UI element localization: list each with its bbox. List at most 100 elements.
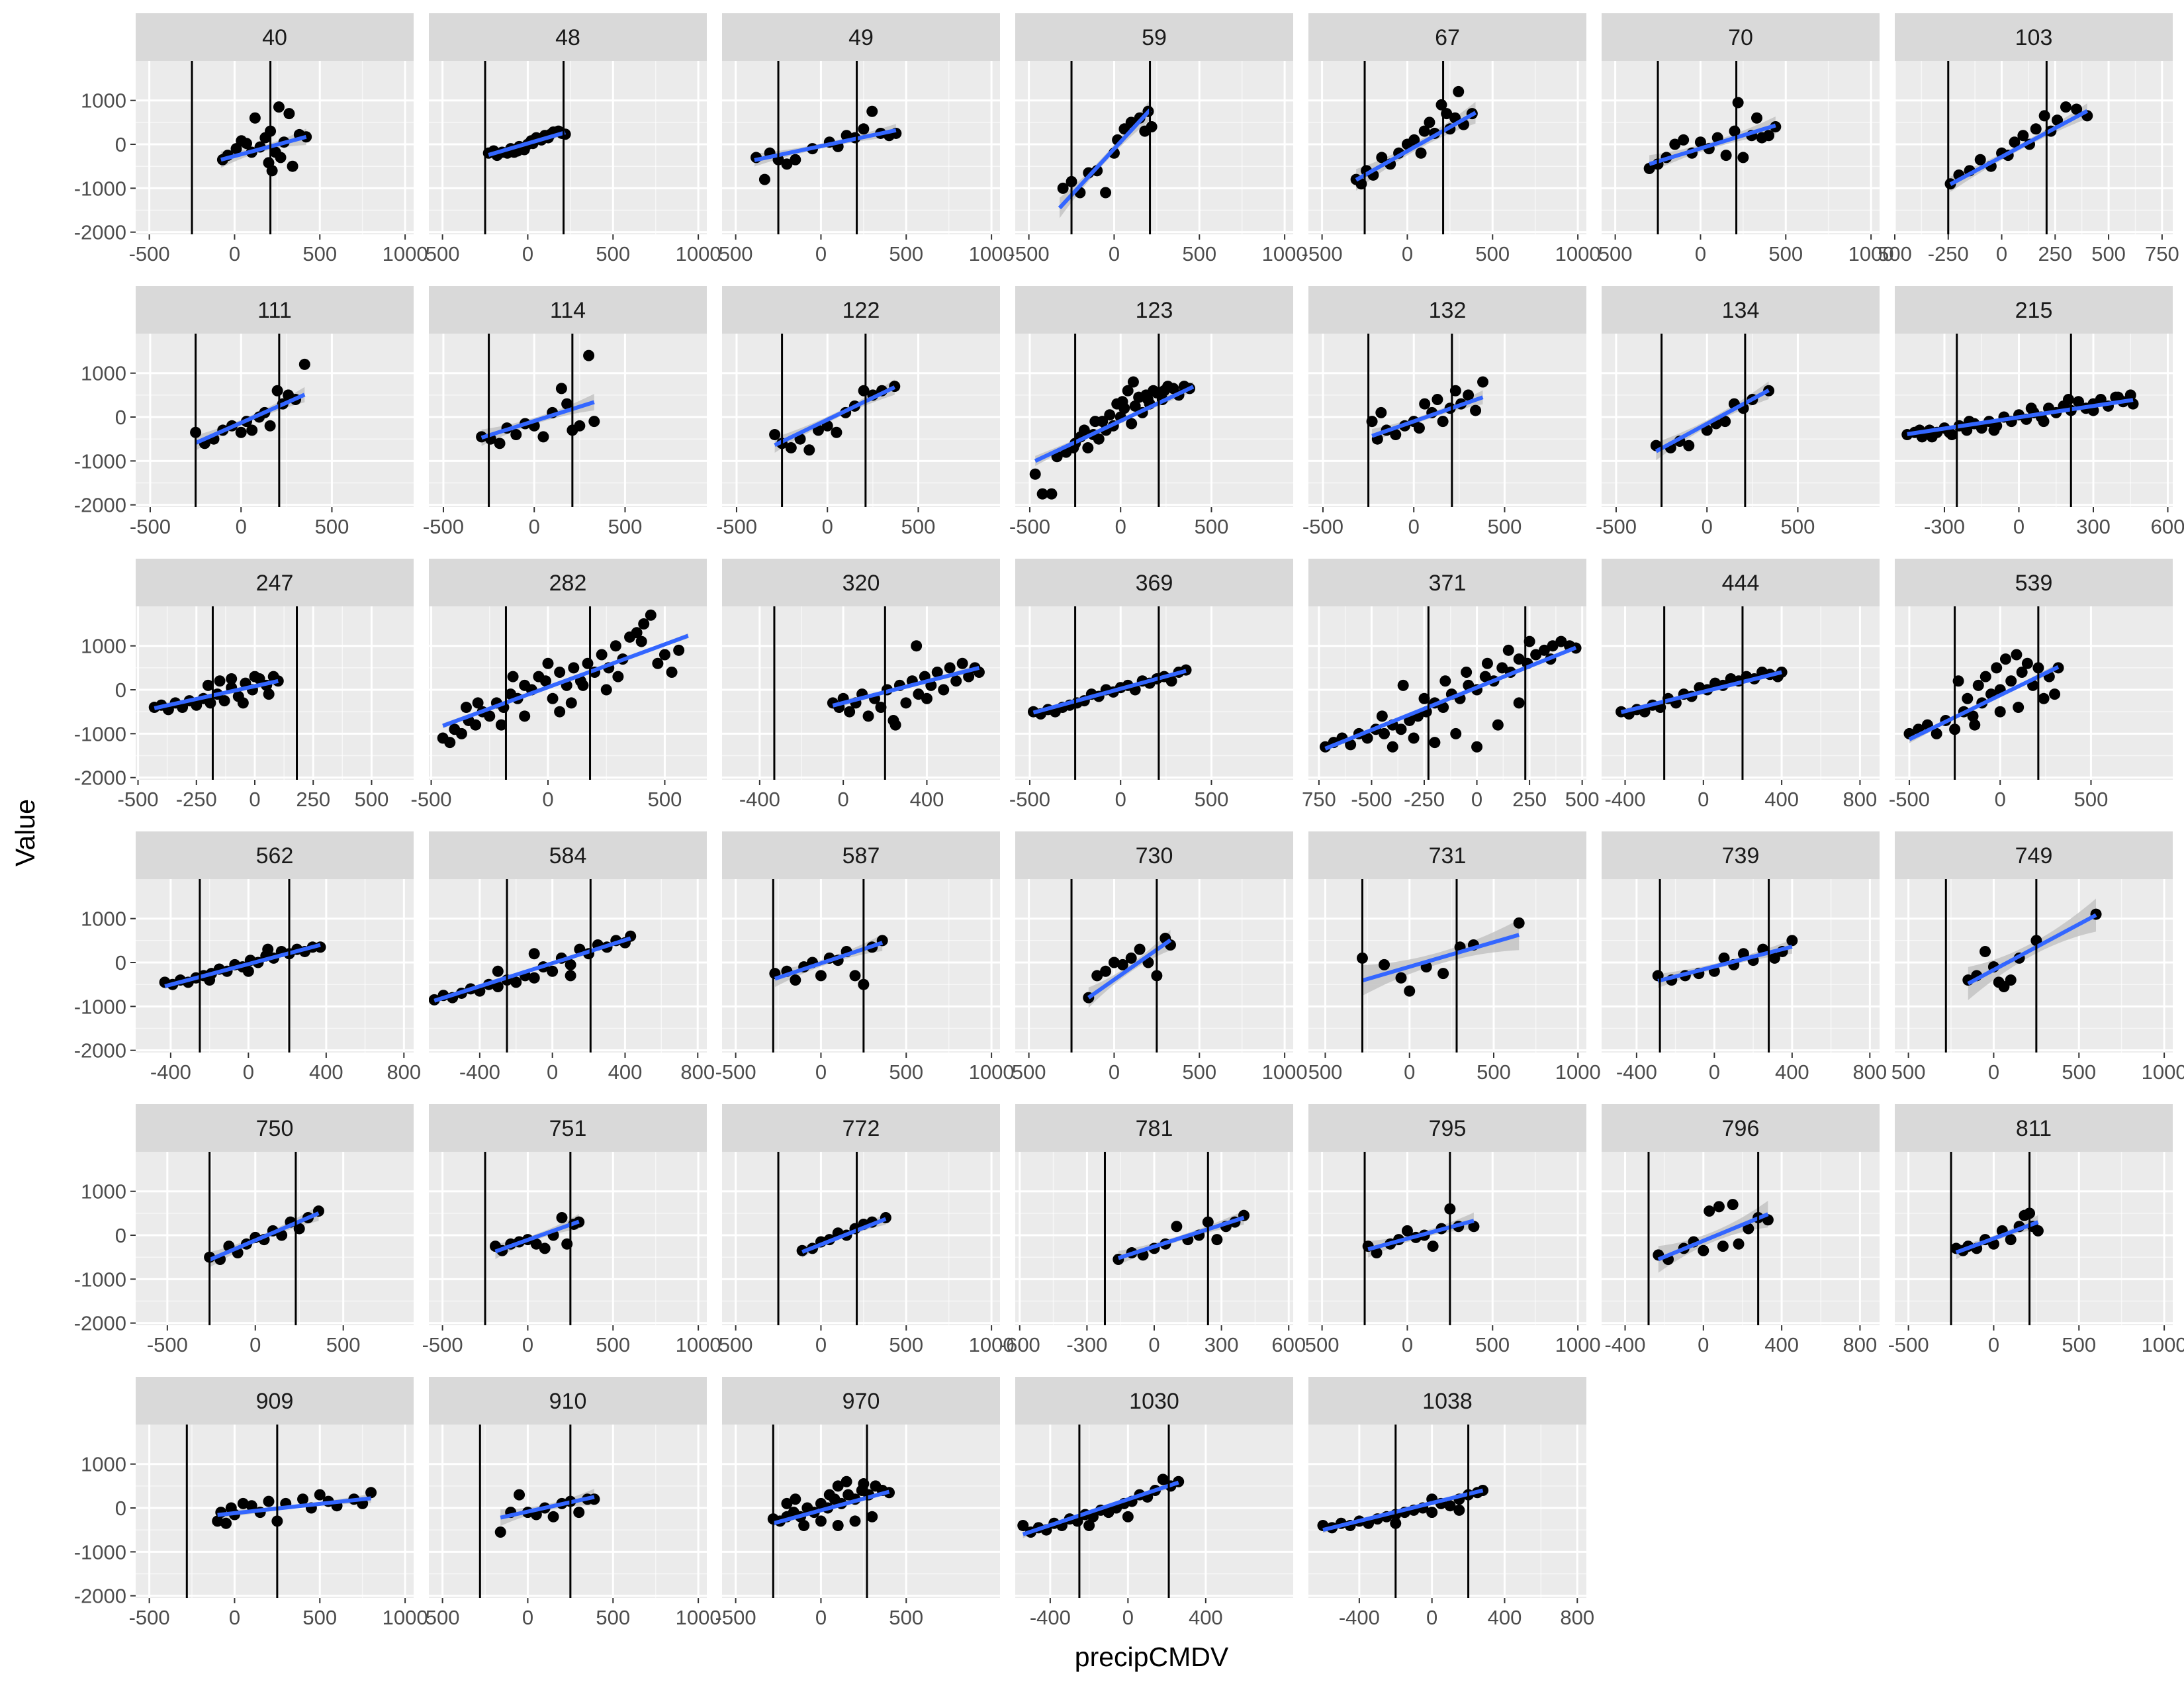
- data-point: [1116, 396, 1128, 408]
- facet-panel-103: 103 500 -250 0 250 500 750: [1878, 13, 2179, 265]
- x-tick-label: 300: [2076, 515, 2111, 538]
- facet-panel-909: 909 -500 0 500 1000: [129, 1377, 428, 1629]
- data-point: [944, 662, 956, 674]
- data-point: [866, 1511, 878, 1523]
- facet-strip: [722, 559, 1000, 606]
- data-point: [263, 688, 275, 700]
- data-point: [1078, 424, 1090, 436]
- x-tick-label: 500: [889, 1606, 923, 1629]
- regression-line: [772, 1489, 890, 1526]
- data-point: [1643, 163, 1655, 175]
- x-tick-label: -500: [411, 788, 452, 811]
- data-point: [528, 972, 540, 984]
- panel-contents: [1015, 606, 1293, 780]
- regression-line: [1967, 913, 2097, 986]
- x-tick-label: 400: [910, 788, 944, 811]
- facet-panel-320: 320 -400 0 400: [722, 559, 1000, 811]
- facet-panel-562: 562 -400 0 400 800: [136, 831, 421, 1084]
- facet-strip: [136, 286, 414, 334]
- x-tick-label: 0: [1115, 788, 1126, 811]
- data-point: [249, 112, 261, 124]
- data-point: [1513, 697, 1525, 709]
- data-point: [1450, 727, 1462, 739]
- panel-background: [136, 1152, 414, 1325]
- facet-strip-label: 59: [1142, 25, 1167, 50]
- x-tick-label: -500: [423, 515, 464, 538]
- data-point: [2038, 110, 2050, 122]
- data-point: [561, 398, 573, 410]
- y-tick-label: 0: [115, 1497, 126, 1520]
- panel-background: [1015, 606, 1293, 780]
- data-point: [2038, 416, 2050, 428]
- x-tick-label: -400: [1339, 1606, 1380, 1629]
- y-tick-label: -2000: [74, 494, 126, 517]
- x-tick-label: -400: [150, 1060, 191, 1084]
- facet-panel-750: 750 -500 0 500: [136, 1104, 414, 1356]
- facet-strip-label: 562: [256, 843, 294, 868]
- panel-contents: [429, 1425, 707, 1598]
- facet-strip: [429, 286, 707, 334]
- regression-line: [1908, 665, 2060, 741]
- facet-strip: [1308, 1377, 1586, 1425]
- panel-background: [1602, 334, 1880, 507]
- data-point: [2005, 675, 2017, 687]
- x-tick-label: 0: [1109, 242, 1120, 265]
- panel-background: [1308, 61, 1586, 234]
- y-tick-label: 1000: [81, 1453, 126, 1476]
- data-point: [1999, 653, 2011, 665]
- facet-strip-label: 1030: [1129, 1389, 1179, 1414]
- data-point: [1418, 125, 1430, 137]
- data-point: [2009, 136, 2021, 148]
- panel-contents: [1895, 879, 2173, 1053]
- data-point: [1129, 400, 1141, 412]
- data-point: [235, 426, 247, 438]
- facet-strip-label: 1038: [1422, 1389, 1473, 1414]
- data-point: [1538, 644, 1550, 656]
- facet-panel-114: 114 -500 0 500: [423, 286, 707, 538]
- data-point: [242, 965, 254, 977]
- data-point: [1991, 662, 2003, 674]
- data-point: [1737, 152, 1749, 164]
- x-tick-label: 1000: [1848, 242, 1894, 265]
- data-point: [673, 644, 685, 656]
- panel-background: [1015, 334, 1293, 507]
- facet-panel-731: 731 500 0 500 1000: [1308, 831, 1601, 1084]
- facet-strip-label: 40: [262, 25, 287, 50]
- x-tick-label: 500: [1305, 1333, 1340, 1356]
- data-point: [1437, 702, 1449, 714]
- data-point: [246, 1500, 257, 1512]
- data-point: [2025, 402, 2037, 414]
- x-tick-label: 1000: [383, 242, 428, 265]
- facet-panel-371: 371 750 -500 -250 0 250 500: [1302, 559, 1600, 811]
- regression-line: [1371, 395, 1484, 438]
- y-tick-label: 0: [115, 133, 126, 156]
- panel-contents: [136, 61, 414, 234]
- facet-panel-369: 369 -500 0 500: [1009, 559, 1293, 811]
- data-point: [2124, 389, 2136, 401]
- data-point: [1669, 138, 1681, 150]
- panel-contents: [429, 61, 707, 234]
- data-point: [1395, 972, 1407, 984]
- data-point: [1083, 1520, 1095, 1532]
- facet-strip-label: 584: [549, 843, 587, 868]
- data-point: [1418, 692, 1430, 704]
- panel-background: [1602, 61, 1880, 234]
- y-tick-label: 1000: [81, 908, 126, 931]
- x-tick-label: 800: [1843, 1333, 1878, 1356]
- regression-line: [832, 665, 980, 708]
- facet-strip: [1602, 559, 1880, 606]
- data-point: [1698, 1244, 1709, 1256]
- facet-panel-751: 751 -500 0 500 1000: [422, 1104, 721, 1356]
- y-tick-label: -1000: [74, 449, 126, 473]
- facet-strip: [1015, 13, 1293, 61]
- data-point: [638, 618, 650, 630]
- x-tick-label: 0: [815, 1606, 827, 1629]
- data-point: [2073, 396, 2084, 408]
- panel-contents: [722, 879, 1000, 1053]
- panel-background: [1015, 1425, 1293, 1598]
- data-point: [271, 385, 283, 397]
- y-tick-label: 0: [115, 406, 126, 429]
- data-point: [283, 108, 295, 120]
- x-tick-label: 400: [1488, 1606, 1522, 1629]
- panel-background: [429, 606, 707, 780]
